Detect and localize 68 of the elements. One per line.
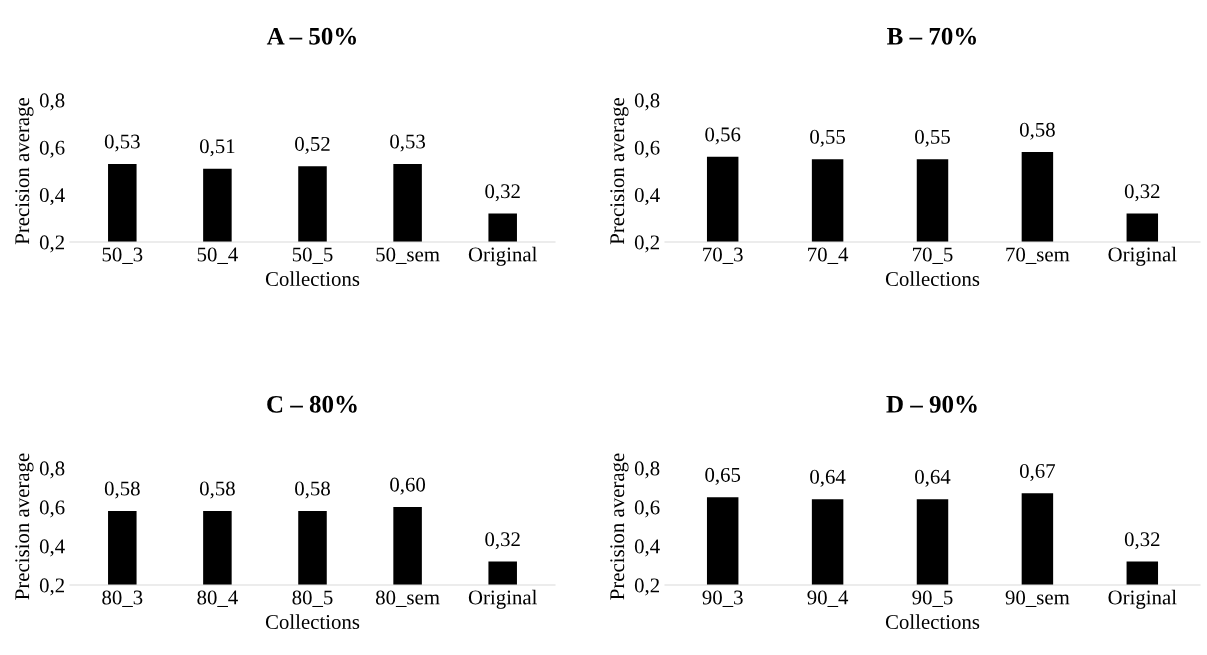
y-tick-label: 0,4 — [39, 188, 65, 206]
data-label: 0,64 — [915, 469, 951, 487]
data-label: 0,67 — [1019, 463, 1056, 482]
x-tick-label: Original — [468, 589, 537, 609]
data-label: 0,51 — [199, 139, 235, 157]
x-tick-label: Original — [1108, 589, 1177, 609]
data-label: 0,65 — [705, 467, 741, 485]
y-axis-title: Precision average — [610, 97, 629, 245]
x-tick-label: 70_4 — [808, 247, 849, 264]
chart-title: B – 70% — [887, 27, 976, 45]
data-label: 0,55 — [915, 129, 950, 147]
x-tick-label: 90_4 — [807, 590, 849, 607]
y-tick-label: 0,2 — [39, 235, 64, 253]
data-label: 0,55 — [810, 129, 846, 147]
y-tick-label: 0,8 — [634, 93, 660, 111]
data-label: 0,52 — [295, 136, 330, 154]
x-tick-label: 90_5 — [912, 590, 953, 607]
y-tick-label: 0,2 — [634, 235, 659, 253]
data-label: 0,53 — [390, 134, 426, 152]
data-label: 0,56 — [705, 127, 741, 145]
x-tick-label: 90_sem — [1005, 590, 1070, 607]
x-tick-label: 80_4 — [197, 590, 238, 607]
y-tick-label: 0,6 — [634, 140, 660, 158]
x-tick-label: 80_3 — [102, 590, 143, 607]
chart-title: A – 50% — [266, 27, 356, 45]
y-tick-label: 0,4 — [39, 539, 65, 557]
data-label: 0,53 — [104, 134, 140, 152]
data-label: 0,60 — [390, 477, 426, 495]
y-tick-label: 0,6 — [634, 500, 660, 518]
x-tick-label: Original — [468, 246, 537, 266]
x-tick-label: 90_3 — [702, 590, 743, 607]
y-tick-label: 0,4 — [634, 188, 660, 206]
y-tick-label: 0,2 — [634, 578, 659, 596]
x-tick-label: 50_3 — [102, 247, 143, 264]
data-label: 0,32 — [1124, 184, 1160, 202]
x-tick-label: 70_3 — [703, 247, 743, 264]
data-label: 0,58 — [1019, 122, 1055, 140]
y-axis-title: Precision average — [610, 453, 629, 600]
data-label: 0,58 — [104, 481, 140, 499]
y-tick-label: 0,2 — [39, 578, 64, 596]
y-axis-title: Precision average — [15, 97, 34, 245]
y-tick-label: 0,6 — [39, 140, 65, 158]
data-label: 0,58 — [295, 481, 330, 499]
x-tick-label: 70_sem — [1006, 247, 1070, 264]
y-tick-label: 0,8 — [634, 461, 660, 479]
data-label: 0,64 — [810, 469, 846, 487]
chart-title: C – 80% — [267, 395, 357, 413]
chart-title: D – 90% — [886, 395, 977, 413]
y-tick-label: 0,8 — [39, 93, 65, 111]
x-tick-label: Original — [1108, 246, 1177, 266]
data-label: 0,32 — [1124, 532, 1160, 550]
y-tick-label: 0,8 — [39, 461, 65, 479]
y-tick-label: 0,6 — [39, 500, 65, 518]
x-tick-label: 50_sem — [376, 247, 440, 264]
x-tick-label: 80_sem — [375, 590, 440, 607]
x-tick-label: 80_5 — [292, 590, 333, 607]
x-axis-title: Collections — [885, 614, 980, 630]
data-label: 0,58 — [199, 481, 235, 499]
x-tick-label: 50_4 — [197, 247, 238, 264]
x-tick-label: 50_5 — [292, 247, 333, 264]
x-axis-title: Collections — [265, 614, 360, 630]
x-axis-title: Collections — [885, 271, 980, 287]
x-tick-label: 70_5 — [913, 247, 953, 264]
y-axis-title: Precision average — [15, 453, 34, 600]
data-label: 0,32 — [485, 532, 520, 550]
y-tick-label: 0,4 — [634, 539, 660, 557]
data-label: 0,32 — [485, 184, 520, 202]
x-axis-title: Collections — [265, 271, 360, 287]
